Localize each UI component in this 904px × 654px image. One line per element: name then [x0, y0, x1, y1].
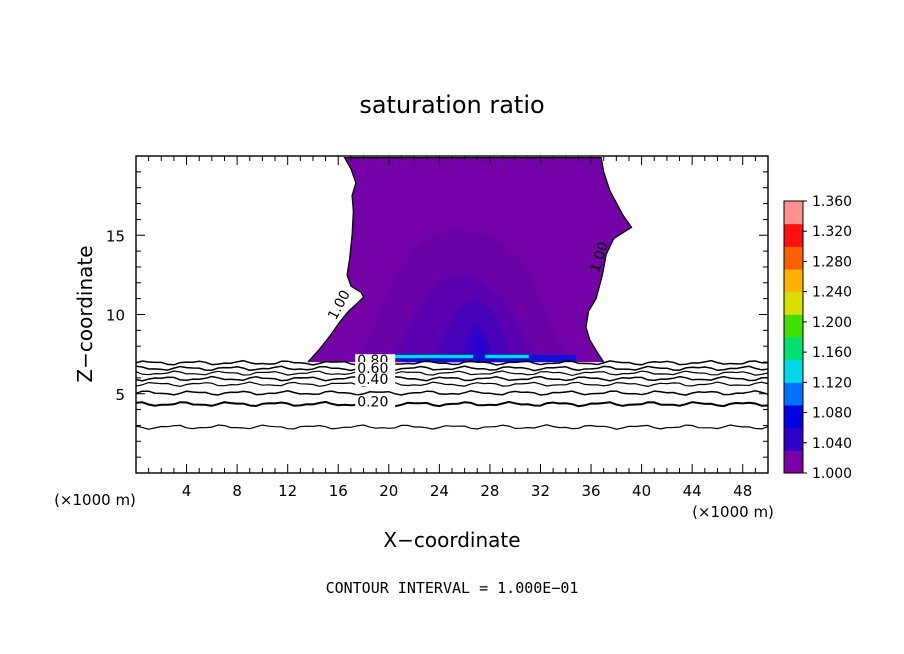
x-tick-label: 28	[480, 482, 499, 500]
contour-label-group-5: 0.40	[355, 372, 396, 388]
y-axis-ticks: 5 10 15	[106, 155, 768, 474]
x-axis-ticks: 4 8 12 16 20 24 28 32 36 40 44 48	[135, 156, 769, 500]
x-tick-label: 12	[278, 482, 297, 500]
colorbar-tick-label: 1.080	[812, 406, 852, 422]
contour-line-0.50	[136, 381, 768, 388]
y-tick-label: 10	[106, 307, 125, 325]
contour-label-bg	[355, 362, 396, 376]
colorbar-segment	[784, 291, 803, 315]
contour-line-0.40	[136, 390, 768, 396]
contour-line-0.60	[136, 375, 768, 382]
colorbar-tick-label: 1.240	[812, 285, 852, 301]
y-tick-label: 5	[115, 386, 125, 404]
colorbar-segment	[784, 201, 803, 225]
x-tick-label: 44	[683, 482, 702, 500]
contour-line-0.20	[136, 424, 768, 430]
colorbar-tick-label: 1.000	[812, 466, 852, 482]
colorbar-segment	[784, 359, 803, 383]
y-tick-label: 15	[106, 227, 125, 245]
contour-label: 0.20	[357, 394, 388, 410]
x-tick-label: 16	[329, 482, 348, 500]
plot-clipped-group: 1.001.000.800.600.400.20	[136, 156, 768, 430]
cyan-strip-2	[484, 354, 530, 359]
colorbar-frame	[783, 200, 804, 474]
colorbar-segment	[784, 405, 803, 429]
x-tick-label: 20	[379, 482, 398, 500]
colorbar-segment	[784, 246, 803, 270]
contour-line-1.00	[307, 156, 633, 363]
chart-title: saturation ratio	[359, 91, 544, 119]
contour-label-group-6: 0.20	[355, 394, 396, 410]
x-axis-label: X−coordinate	[383, 528, 520, 552]
colorbar-tick-label: 1.200	[812, 315, 852, 331]
cloud-level-5	[471, 333, 487, 359]
x-tick-label: 40	[632, 482, 651, 500]
colorbar-segment	[784, 450, 803, 474]
contour-label: 0.40	[357, 372, 388, 388]
contour-interval-footer: CONTOUR INTERVAL = 1.000E−01	[326, 579, 579, 597]
x-tick-label: 48	[733, 482, 752, 500]
colorbar-tick-label: 1.320	[812, 224, 852, 240]
contour-line-0.90	[136, 359, 768, 366]
x-tick-label: 4	[182, 482, 192, 500]
x-unit-left: (×1000 m)	[54, 491, 136, 509]
contour-line-0.70	[136, 370, 768, 377]
x-tick-label: 36	[581, 482, 600, 500]
cyan-strip-1	[383, 354, 474, 359]
colorbar-segment	[784, 269, 803, 293]
contour-line-0.80	[136, 365, 768, 372]
plot-area: 1.001.000.800.600.400.20	[136, 156, 768, 430]
colorbar-segment	[784, 337, 803, 361]
colorbar-tick-label: 1.280	[812, 254, 852, 270]
colorbar: 1.360 1.320 1.280 1.240 1.200 1.160 1.120 1.080…	[783, 194, 852, 482]
contour-label: 0.60	[357, 361, 388, 377]
x-tick-label: 24	[430, 482, 449, 500]
contour-line-0.30	[136, 400, 768, 408]
contour-label-group-4: 0.60	[355, 361, 396, 377]
x-tick-label: 32	[531, 482, 550, 500]
colorbar-tick-label: 1.120	[812, 375, 852, 391]
colorbar-segment	[784, 223, 803, 247]
colorbar-segment	[784, 382, 803, 406]
colorbar-tick-label: 1.040	[812, 436, 852, 452]
y-axis-label: Z−coordinate	[73, 245, 97, 382]
colorbar-tick-label: 1.160	[812, 345, 852, 361]
contour-label-bg	[355, 395, 396, 409]
colorbar-tick-label: 1.360	[812, 194, 852, 210]
x-unit-right: (×1000 m)	[692, 503, 774, 521]
x-tick-label: 8	[232, 482, 242, 500]
colorbar-segment	[784, 314, 803, 338]
contour-label-bg	[355, 373, 396, 387]
colorbar-segment	[784, 427, 803, 451]
